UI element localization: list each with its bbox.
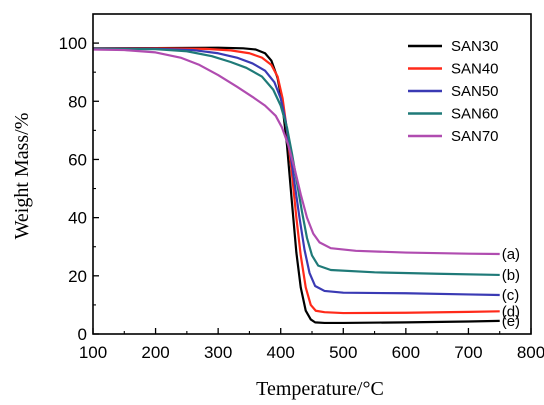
x-tick-label: 600 xyxy=(392,343,420,362)
legend-label: SAN30 xyxy=(451,38,499,55)
x-tick-label: 100 xyxy=(79,343,107,362)
x-tick-label: 700 xyxy=(454,343,482,362)
y-tick-label: 100 xyxy=(59,34,87,53)
x-tick-label: 300 xyxy=(204,343,232,362)
y-axis: 0 20 40 60 80 100 xyxy=(59,34,99,344)
curve-end-label: (a) xyxy=(502,246,520,263)
series-line-san60 xyxy=(92,47,500,277)
y-tick-label: 20 xyxy=(68,267,87,286)
curve-end-label: (d) xyxy=(502,303,520,320)
x-tick-label: 500 xyxy=(329,343,357,362)
x-tick-label: 800 xyxy=(517,343,544,362)
series-line-san30 xyxy=(92,46,500,325)
x-axis-title: Temperature/°C xyxy=(256,378,384,400)
legend-label: SAN60 xyxy=(451,106,499,123)
curve-end-label: (c) xyxy=(502,287,520,304)
y-tick-label: 40 xyxy=(68,209,87,228)
legend-label: SAN40 xyxy=(451,61,499,78)
x-tick-label: 400 xyxy=(267,343,295,362)
curve-end-labels: (a) (b) (c)(d)(e) xyxy=(502,246,520,330)
y-tick-label: 0 xyxy=(78,325,87,344)
x-axis: 100 200 300 400 500 600 700 800 xyxy=(79,328,544,362)
curve-end-label: (b) xyxy=(502,267,520,284)
series-line-san70 xyxy=(92,48,500,256)
legend-label: SAN70 xyxy=(451,128,499,145)
y-tick-label: 80 xyxy=(68,92,87,111)
y-tick-label: 60 xyxy=(68,150,87,169)
legend: SAN30 SAN40 SAN50 SAN60 SAN70 xyxy=(408,38,499,145)
x-tick-label: 200 xyxy=(141,343,169,362)
series-line-san40 xyxy=(92,47,500,315)
legend-label: SAN50 xyxy=(451,83,499,100)
y-axis-title: Weight Mass/% xyxy=(11,113,33,240)
curve-end-label: (e) xyxy=(502,313,520,330)
data-curves xyxy=(92,46,500,325)
